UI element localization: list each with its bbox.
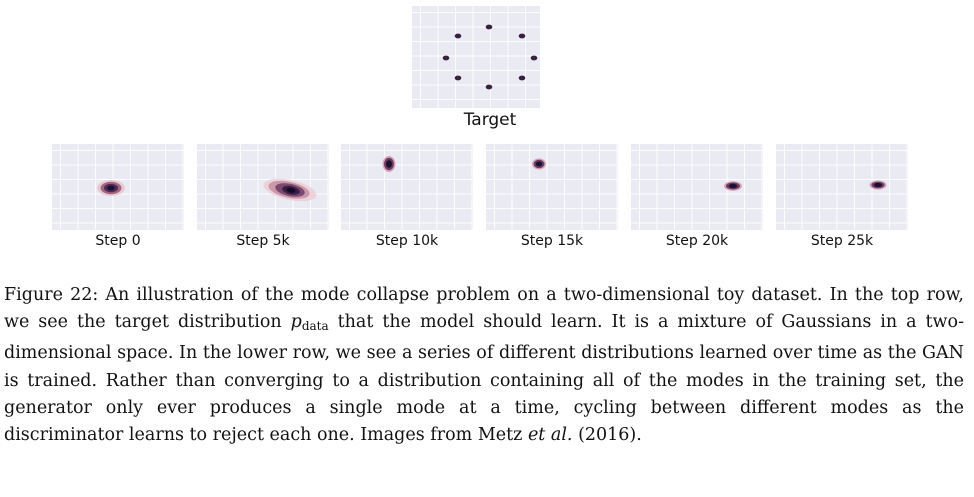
step-10k-density <box>382 156 396 172</box>
target-plot <box>412 6 540 108</box>
target-label: Target <box>463 110 517 130</box>
caption-text-1: An illustration of the mode collapse pro… <box>4 285 964 333</box>
target-modes <box>442 24 538 90</box>
target-mode-n <box>485 24 493 30</box>
caption-paragraph: Figure 22: An illustration of the mode c… <box>4 282 964 449</box>
target-mode-s <box>485 84 493 90</box>
target-density-svg <box>442 24 538 90</box>
step-0-density-svg <box>97 180 125 196</box>
step-10k-plot <box>341 144 473 230</box>
caption-text-2: that the model should learn. It is a mix… <box>4 312 964 446</box>
target-mode-ne <box>518 33 526 39</box>
step-20k-label: Step 20k <box>665 233 729 249</box>
target-mode-nw <box>454 33 462 39</box>
step-25k-density <box>869 180 887 190</box>
target-mode-w <box>442 55 450 61</box>
step-15k-density <box>532 158 546 170</box>
step-20k-density-svg <box>724 181 742 191</box>
step-15k-label: Step 15k <box>520 233 584 249</box>
step-25k-plot <box>776 144 908 230</box>
target-mode-sw <box>454 75 462 81</box>
step-5k-density-svg <box>263 178 317 202</box>
caption-math-var: p <box>290 312 302 333</box>
step-5k-plot <box>197 144 329 230</box>
step-5k-label: Step 5k <box>236 233 290 249</box>
figure-caption: Figure 22: An illustration of the mode c… <box>4 282 964 449</box>
step-10k-label: Step 10k <box>375 233 439 249</box>
caption-math-p-data: pdata <box>290 312 329 334</box>
step-25k-density-svg <box>869 180 887 190</box>
step-15k-density-svg <box>532 158 546 170</box>
step-15k-plot <box>486 144 618 230</box>
step-0-plot <box>52 144 184 230</box>
step-0-label: Step 0 <box>95 233 141 249</box>
target-mode-e <box>530 55 538 61</box>
caption-et-al: et al. <box>527 425 573 446</box>
caption-math-sub: data <box>301 319 329 334</box>
step-25k-label: Step 25k <box>810 233 874 249</box>
step-5k-density <box>263 178 317 202</box>
target-mode-se <box>518 75 526 81</box>
step-0-density <box>97 180 125 196</box>
step-10k-density-svg <box>382 156 396 172</box>
step-20k-density <box>724 181 742 191</box>
step-20k-plot <box>631 144 763 230</box>
caption-text-3: (2016). <box>578 425 642 446</box>
caption-figure-label: Figure 22: <box>4 285 99 305</box>
